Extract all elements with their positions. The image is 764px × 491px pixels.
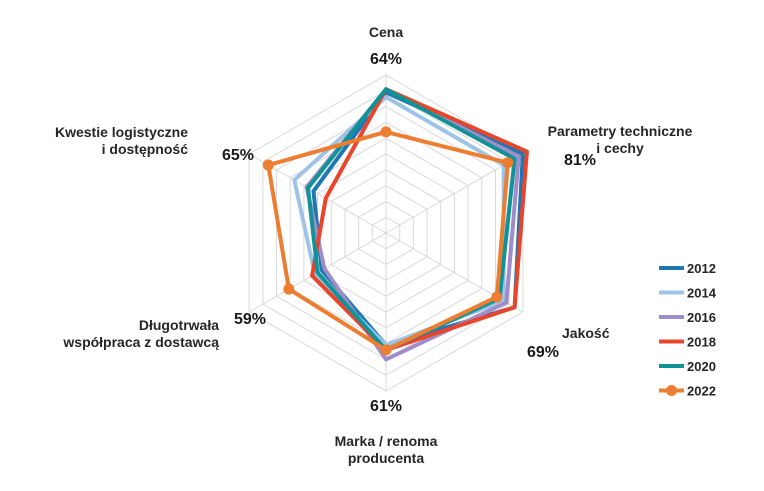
axis-label-5: Kwestie logistyczne	[55, 124, 188, 140]
legend-label-2018: 2018	[687, 335, 716, 350]
value-label-4: 59%	[234, 311, 266, 328]
axis-label-4: Długotrwała	[139, 317, 219, 333]
value-label-5: 65%	[222, 147, 254, 164]
series-point-2022	[283, 283, 295, 295]
axis-label-1: Parametry techniczne	[548, 123, 693, 139]
axis-label-3: Marka / renoma	[335, 433, 438, 449]
axis-label-0: Cena	[369, 24, 403, 40]
legend-marker-2022	[666, 385, 677, 396]
legend-label-2012: 2012	[687, 261, 716, 276]
series-point-2022	[502, 157, 514, 169]
series-point-2022	[380, 126, 392, 138]
legend-label-2020: 2020	[687, 359, 716, 374]
value-label-1: 81%	[564, 152, 596, 169]
radar-series	[262, 87, 529, 362]
legend-label-2022: 2022	[687, 384, 716, 399]
legend-label-2014: 2014	[687, 286, 717, 301]
series-point-2022	[380, 344, 392, 356]
axis-label-1: i cechy	[596, 140, 644, 156]
axis-label-5: i dostępność	[102, 141, 189, 157]
series-point-2022	[262, 159, 274, 171]
series-line-2020	[306, 87, 517, 352]
value-label-2: 69%	[527, 344, 559, 361]
series-line-2018	[310, 87, 529, 352]
legend: 2012 2014 2016 2018 2020 2022	[659, 261, 717, 399]
value-label-3: 61%	[370, 398, 402, 415]
axis-label-2: Jakość	[562, 325, 610, 341]
axis-label-3: producenta	[348, 450, 424, 466]
radar-grid	[248, 74, 524, 392]
grid-spoke	[385, 153, 524, 234]
series-point-2022	[491, 291, 503, 303]
value-label-0: 64%	[370, 51, 402, 68]
legend-label-2016: 2016	[687, 310, 716, 325]
axis-label-4: współpraca z dostawcą	[62, 334, 219, 350]
